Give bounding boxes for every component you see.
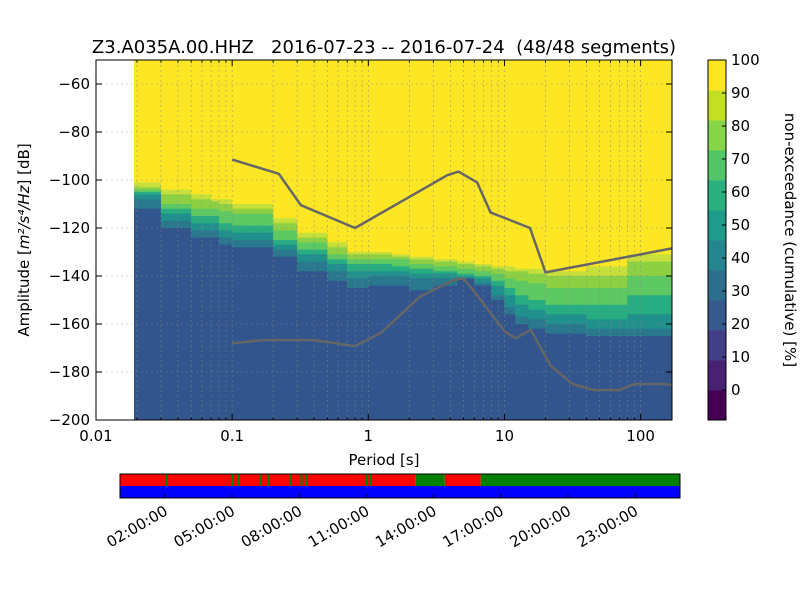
noise-models — [231, 158, 672, 392]
colorbar-label: non-exceedance (cumulative) [%] — [781, 113, 799, 367]
coverage-mark — [166, 474, 169, 486]
band-level-30 — [134, 208, 672, 420]
coverage-mark — [231, 474, 233, 486]
plot-frame — [95, 59, 673, 421]
y-axis-label: Amplitude [m²/s⁴/Hz] [dB] — [15, 143, 33, 336]
colorbar-tick-label: 80 — [731, 117, 750, 135]
y-tick-label: −200 — [49, 411, 90, 429]
colorbar-swatch — [708, 210, 726, 241]
x-axis-label: Period [s] — [348, 451, 419, 469]
colorbar-tick-label: 30 — [731, 282, 750, 300]
coverage-tick-label: 02:00:00 — [103, 502, 170, 551]
coverage-tick-label: 08:00:00 — [238, 502, 305, 551]
y-tick-label: −120 — [49, 219, 90, 237]
histogram-bands — [133, 60, 672, 420]
colorbar-swatch — [708, 180, 726, 211]
colorbar-tick-label: 40 — [731, 249, 750, 267]
coverage-tick-label: 14:00:00 — [372, 502, 439, 551]
coverage-mark — [365, 474, 368, 486]
coverage-tick-label: 17:00:00 — [439, 502, 506, 551]
x-tick-label: 10 — [495, 427, 514, 445]
y-tick-label: −80 — [58, 123, 90, 141]
colorbar-tick-label: 70 — [731, 150, 750, 168]
y-tick-label: −180 — [49, 363, 90, 381]
coverage-segment-top — [444, 474, 481, 486]
x-tick-label: 1 — [364, 427, 374, 445]
coverage-tick-label: 20:00:00 — [507, 502, 574, 551]
coverage-mark — [304, 474, 307, 486]
colorbar-tick-label: 100 — [731, 51, 760, 69]
x-tick-label: 0.01 — [79, 427, 112, 445]
psd-plot-area — [96, 60, 672, 420]
y-tick-label: −140 — [49, 267, 90, 285]
colorbar-tick-label: 10 — [731, 348, 750, 366]
grid-lines — [96, 60, 672, 420]
y-tick-label: −60 — [58, 75, 90, 93]
y-axis: −60 −80 −100 −120 −140 −160 −180 −200 — [49, 75, 672, 429]
colorbar-swatch — [708, 360, 726, 391]
coverage-tick-label: 11:00:00 — [305, 502, 372, 551]
colorbar-tick-label: 60 — [731, 183, 750, 201]
coverage-mark — [260, 474, 263, 486]
colorbar-swatch — [708, 330, 726, 361]
coverage-tick-label: 23:00:00 — [574, 502, 641, 551]
colorbar-tick-label: 0 — [731, 381, 741, 399]
colorbar-swatch — [708, 390, 726, 421]
colorbar-swatch — [708, 120, 726, 151]
colorbar-swatch — [708, 90, 726, 121]
y-tick-label: −160 — [49, 315, 90, 333]
low-noise-model-line — [232, 277, 672, 392]
coverage-segment-top — [480, 474, 680, 486]
x-tick-label: 100 — [626, 427, 655, 445]
y-axis-label-prefix: Amplitude [ — [15, 249, 33, 337]
colorbar-swatch — [708, 300, 726, 331]
colorbar-tick-label: 50 — [731, 216, 750, 234]
coverage-mark — [266, 474, 269, 486]
colorbar: 0 10 20 30 40 50 60 70 80 90 100 — [707, 51, 760, 421]
x-tick-label: 0.1 — [220, 427, 244, 445]
colorbar-swatch — [708, 150, 726, 181]
colorbar-swatch — [708, 240, 726, 271]
colorbar-swatch — [708, 60, 726, 91]
coverage-tick-label: 05:00:00 — [171, 502, 238, 551]
coverage-frame — [119, 473, 681, 499]
colorbar-tick-label: 20 — [731, 315, 750, 333]
colorbar-swatch — [708, 270, 726, 301]
colorbar-tick-label: 90 — [731, 84, 750, 102]
coverage-mark — [237, 474, 240, 486]
coverage-mark — [289, 474, 292, 486]
data-coverage-bar: 02:00:00 05:00:00 08:00:00 11:00:00 14:00:00… — [103, 473, 681, 551]
chart-title: Z3.A035A.00.HHZ 2016-07-23 -- 2016-07-24… — [92, 37, 676, 58]
high-noise-model-line — [231, 158, 672, 274]
y-axis-label-unit: m²/s⁴/Hz — [15, 184, 33, 249]
coverage-mark — [300, 474, 303, 486]
coverage-mark — [369, 474, 372, 486]
x-axis: 0.01 0.1 1 10 100 — [79, 60, 655, 445]
y-tick-label: −100 — [49, 171, 90, 189]
colorbar-frame — [707, 59, 727, 421]
coverage-segment-top — [415, 474, 445, 486]
coverage-segment-bottom — [120, 486, 680, 498]
y-axis-label-suffix: ] [dB] — [15, 143, 33, 185]
